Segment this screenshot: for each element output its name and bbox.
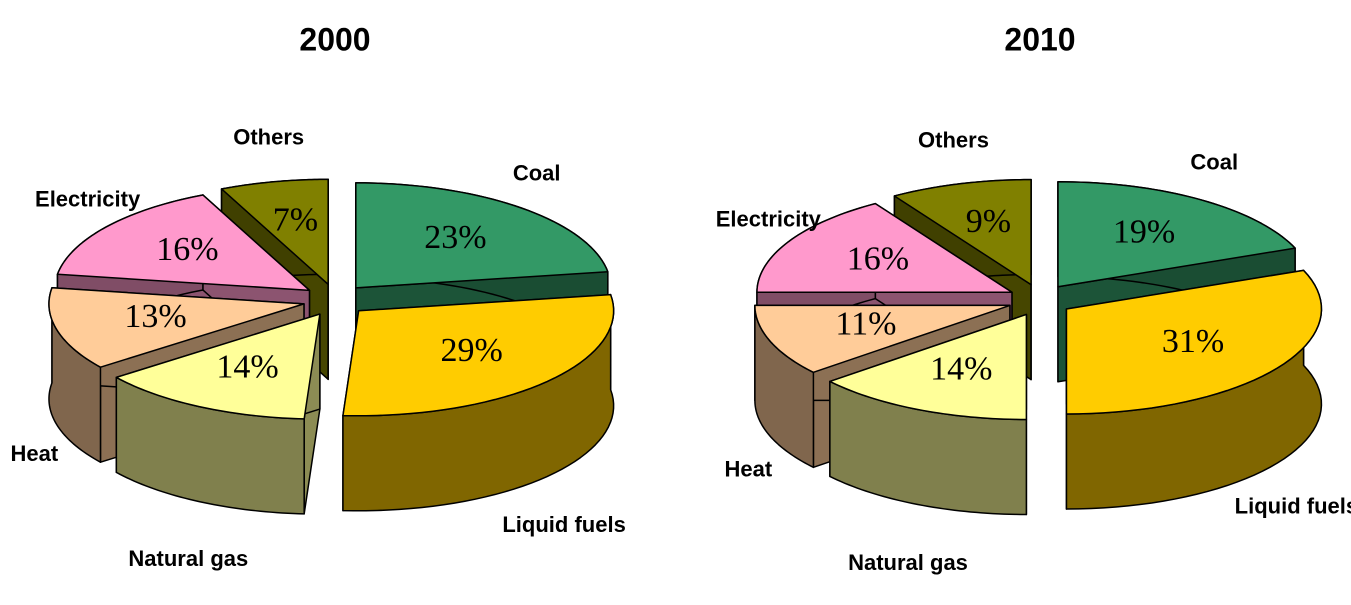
- slice-top: [48, 287, 305, 368]
- category-label: Heat: [724, 457, 772, 482]
- pie-slice: [1065, 269, 1323, 510]
- data-label: 7%: [273, 202, 318, 239]
- slice-top: [56, 194, 311, 292]
- category-label: Heat: [11, 441, 59, 466]
- slice-top: [893, 178, 1032, 286]
- category-label: Natural gas: [848, 550, 968, 575]
- data-label: 31%: [1162, 323, 1224, 360]
- slice-top: [355, 182, 609, 289]
- slice-top: [342, 293, 615, 417]
- category-label: Others: [918, 127, 989, 152]
- data-label: 29%: [441, 332, 503, 369]
- data-label: 19%: [1113, 213, 1175, 250]
- data-label: 14%: [216, 348, 278, 385]
- category-label: Liquid fuels: [502, 512, 625, 537]
- chart-title: 2000: [299, 21, 370, 57]
- category-label: Liquid fuels: [1235, 494, 1351, 519]
- chart-title: 2010: [1004, 21, 1075, 57]
- pie-slice: [342, 293, 615, 512]
- data-label: 23%: [424, 219, 486, 256]
- slice-top: [756, 202, 1013, 294]
- category-label: Coal: [513, 161, 561, 186]
- data-label: 16%: [847, 241, 909, 278]
- pie-slice: [115, 313, 321, 515]
- category-label: Natural gas: [128, 546, 248, 571]
- slice-top: [220, 178, 329, 286]
- data-label: 11%: [835, 306, 896, 343]
- data-label: 14%: [930, 350, 992, 387]
- slice-top: [1065, 269, 1323, 415]
- category-label: Electricity: [35, 186, 141, 211]
- data-label: 13%: [124, 298, 186, 335]
- pie-slice: [829, 313, 1028, 516]
- slice-top: [115, 313, 321, 420]
- category-label: Electricity: [716, 206, 822, 231]
- data-label: 16%: [156, 231, 218, 268]
- slice-top: [1057, 181, 1296, 288]
- category-label: Coal: [1190, 149, 1238, 174]
- category-label: Others: [233, 125, 304, 150]
- data-label: 9%: [966, 203, 1011, 240]
- slice-top: [754, 304, 1011, 374]
- slice-top: [829, 313, 1028, 421]
